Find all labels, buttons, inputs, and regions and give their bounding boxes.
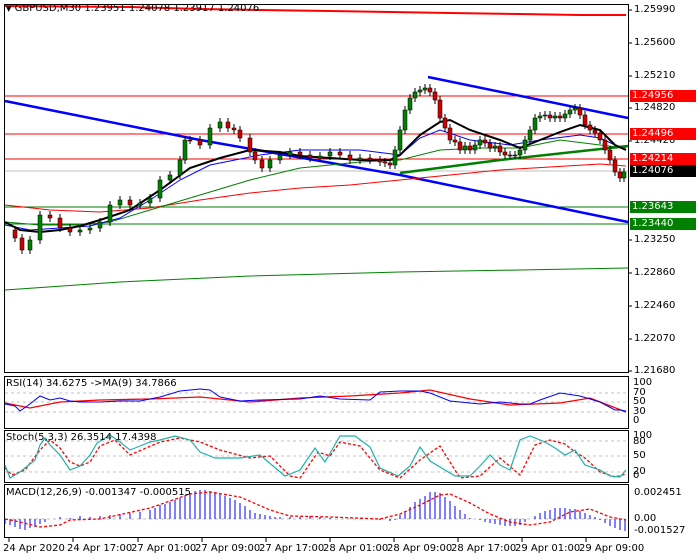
candlesticks[interactable] bbox=[12, 84, 627, 254]
price-tick: 1.25990 bbox=[634, 4, 676, 15]
macd-tick: 0.00 bbox=[634, 513, 657, 524]
stoch-main-line bbox=[4, 434, 627, 479]
time-label: 29 Apr 09:00 bbox=[579, 543, 645, 554]
price-tick: 1.22460 bbox=[634, 300, 676, 311]
price-tick: 1.22860 bbox=[634, 267, 676, 278]
time-label: 27 Apr 01:00 bbox=[131, 543, 197, 554]
time-label: 28 Apr 09:00 bbox=[387, 543, 453, 554]
time-label: 24 Apr 2020 bbox=[3, 543, 65, 554]
price-axis-ticks bbox=[628, 9, 632, 372]
chart-header: ▼ GBPUSD,M30 1.23951 1.24078 1.23917 1.2… bbox=[6, 3, 259, 14]
price-label-support-2: 1.23440 bbox=[630, 218, 696, 230]
price-label-resistance-2: 1.24496 bbox=[630, 128, 696, 140]
time-label: 29 Apr 01:00 bbox=[515, 543, 581, 554]
time-label: 27 Apr 09:00 bbox=[195, 543, 261, 554]
time-label: 28 Apr 17:00 bbox=[451, 543, 517, 554]
symbol-label: GBPUSD,M30 bbox=[14, 3, 82, 14]
price-tick: 1.22070 bbox=[634, 333, 676, 344]
ascending-support-line[interactable] bbox=[399, 144, 629, 175]
rsi-tick: 50 bbox=[633, 396, 646, 407]
price-tick: 1.21680 bbox=[634, 365, 676, 376]
stoch-signal-line bbox=[4, 437, 627, 479]
ma-green bbox=[4, 139, 627, 226]
macd-frame bbox=[4, 484, 629, 538]
stoch-tick: 0 bbox=[633, 470, 640, 481]
channel-upper-line[interactable] bbox=[427, 75, 629, 120]
long-term-red-trendline[interactable] bbox=[4, 5, 626, 16]
stoch-tick: 100 bbox=[633, 430, 653, 441]
price-tick: 1.24420 bbox=[634, 135, 676, 146]
price-tick: 1.25600 bbox=[634, 37, 676, 48]
long-term-green-trendline[interactable] bbox=[4, 267, 629, 291]
macd-tick: 0.002451 bbox=[634, 487, 682, 498]
price-tick: 1.25210 bbox=[634, 70, 676, 81]
ohlc-values: 1.23951 1.24078 1.23917 1.24076 bbox=[84, 3, 260, 14]
price-label-support-1: 1.23643 bbox=[630, 201, 696, 213]
price-tick: 1.23250 bbox=[634, 234, 676, 245]
stoch-level-lines bbox=[5, 440, 628, 473]
rsi-tick: 30 bbox=[633, 406, 646, 417]
time-label: 24 Apr 17:00 bbox=[67, 543, 133, 554]
macd-histogram bbox=[4, 490, 626, 531]
stoch-tick: 20 bbox=[633, 466, 646, 477]
price-tick: 1.24820 bbox=[634, 102, 676, 113]
rsi-tick: 70 bbox=[633, 387, 646, 398]
rsi-tick: 100 bbox=[633, 377, 653, 388]
stoch-tick: 50 bbox=[633, 450, 646, 461]
stoch-header: Stoch(5,3,3) 26.3514 17.4398 bbox=[6, 432, 157, 443]
macd-tick: -0.001527 bbox=[634, 525, 686, 536]
main-chart-frame bbox=[4, 4, 629, 373]
rsi-tick: 0 bbox=[633, 415, 640, 426]
stoch-tick: 80 bbox=[633, 436, 646, 447]
triangle-down-icon[interactable]: ▼ bbox=[6, 5, 12, 13]
time-axis-ticks bbox=[8, 538, 587, 542]
price-label-resistance-1: 1.24956 bbox=[630, 90, 696, 102]
macd-signal-line bbox=[4, 491, 627, 528]
current-price-label: 1.24076 bbox=[630, 165, 696, 177]
price-label-resistance-3: 1.24214 bbox=[630, 153, 696, 165]
macd-header: MACD(12,26,9) -0.001347 -0.000515 bbox=[6, 487, 191, 498]
rsi-line bbox=[4, 388, 627, 412]
time-label: 27 Apr 17:00 bbox=[259, 543, 325, 554]
rsi-header: RSI(14) 34.6275 ->MA(9) 34.7866 bbox=[6, 378, 177, 389]
time-label: 28 Apr 01:00 bbox=[323, 543, 389, 554]
